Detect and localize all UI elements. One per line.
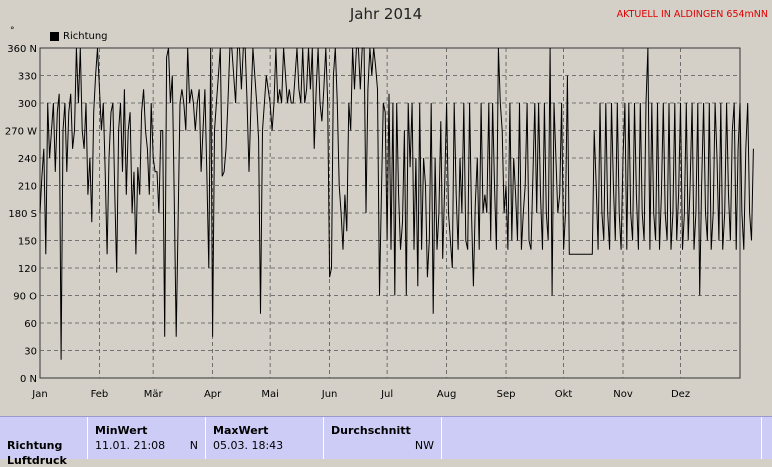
stats-empty-cell — [442, 417, 762, 459]
y-tick-label: 270 W — [5, 127, 37, 138]
max-header: MaxWert — [213, 424, 269, 437]
y-tick-label: 30 — [24, 347, 37, 358]
x-tick-label: Sep — [497, 389, 516, 400]
avg-header: Durchschnitt — [331, 424, 411, 437]
min-time: 11.01. 21:08 — [95, 439, 166, 452]
stats-table: Richtung Luftdruck MinWert 11.01. 21:08 … — [0, 416, 772, 467]
min-header: MinWert — [95, 424, 148, 437]
station-label: AKTUELL IN ALDINGEN 654mNN — [616, 9, 768, 20]
x-tick-label: Feb — [91, 389, 109, 400]
x-tick-label: Jul — [380, 389, 393, 400]
x-tick-label: Jan — [31, 389, 47, 400]
y-tick-label: 360 N — [7, 44, 37, 55]
y-tick-label: 180 S — [8, 209, 37, 220]
max-time: 05.03. 18:43 — [213, 439, 284, 452]
series-line-richtung — [39, 47, 754, 360]
y-tick-label: 300 — [18, 99, 37, 110]
stats-avg-cell: Durchschnitt NW — [324, 417, 442, 459]
y-tick-label: 330 — [18, 72, 37, 83]
y-tick-label: 120 — [18, 264, 37, 275]
x-tick-label: Okt — [555, 389, 573, 400]
x-tick-label: Apr — [204, 389, 222, 400]
legend-swatch — [50, 32, 59, 41]
avg-value: NW — [414, 439, 434, 452]
stats-row-label-next: Luftdruck — [7, 454, 67, 467]
legend: Richtung — [50, 31, 108, 42]
x-axis-ticks: Jan Feb Mär Apr Mai Jun Jul Aug Sep Okt Nov Dez — [31, 389, 690, 400]
y-tick-label: 150 — [18, 237, 37, 248]
x-tick-label: Dez — [671, 389, 690, 400]
legend-label: Richtung — [63, 31, 108, 42]
x-tick-label: Aug — [437, 389, 457, 400]
stats-label-cell: Richtung Luftdruck — [0, 417, 88, 467]
x-tick-label: Nov — [613, 389, 633, 400]
stats-row-label: Richtung — [7, 439, 63, 452]
stats-min-cell: MinWert 11.01. 21:08 N — [88, 417, 206, 459]
y-tick-label: 210 — [18, 182, 37, 193]
x-tick-label: Jun — [321, 389, 338, 400]
y-tick-label: 0 N — [20, 374, 37, 385]
y-unit-label: ° — [10, 26, 15, 36]
y-tick-label: 90 O — [13, 292, 37, 303]
y-axis-ticks: 360 N 330 300 270 W 240 210 180 S 150 120 90 O 60 3… — [5, 44, 37, 385]
chart-title: Jahr 2014 — [349, 5, 423, 23]
min-value: N — [189, 439, 198, 452]
x-tick-label: Mai — [261, 389, 279, 400]
y-tick-label: 240 — [18, 154, 37, 165]
stats-max-cell: MaxWert 05.03. 18:43 — [206, 417, 324, 459]
x-tick-label: Mär — [144, 389, 164, 400]
chart-area: 360 N 330 300 270 W 240 210 180 S 150 120 90 O 60 3… — [5, 26, 754, 400]
y-tick-label: 60 — [24, 319, 37, 330]
